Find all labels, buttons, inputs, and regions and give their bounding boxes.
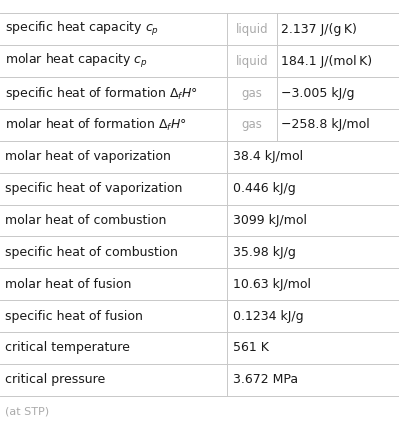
Text: gas: gas bbox=[242, 118, 263, 131]
Text: liquid: liquid bbox=[236, 23, 269, 36]
Text: 3099 kJ/mol: 3099 kJ/mol bbox=[233, 214, 307, 227]
Text: 184.1 J/(mol K): 184.1 J/(mol K) bbox=[281, 55, 372, 68]
Text: molar heat of vaporization: molar heat of vaporization bbox=[5, 150, 171, 163]
Text: −258.8 kJ/mol: −258.8 kJ/mol bbox=[281, 118, 370, 131]
Text: molar heat of formation $\Delta_f H$°: molar heat of formation $\Delta_f H$° bbox=[5, 117, 187, 133]
Text: gas: gas bbox=[242, 87, 263, 100]
Text: 0.446 kJ/g: 0.446 kJ/g bbox=[233, 182, 296, 195]
Text: (at STP): (at STP) bbox=[5, 406, 49, 416]
Text: specific heat of fusion: specific heat of fusion bbox=[5, 309, 143, 322]
Text: molar heat capacity $c_p$: molar heat capacity $c_p$ bbox=[5, 52, 148, 70]
Text: critical pressure: critical pressure bbox=[5, 373, 105, 386]
Text: specific heat of combustion: specific heat of combustion bbox=[5, 246, 178, 259]
Text: 10.63 kJ/mol: 10.63 kJ/mol bbox=[233, 278, 311, 291]
Text: 0.1234 kJ/g: 0.1234 kJ/g bbox=[233, 309, 304, 322]
Text: molar heat of fusion: molar heat of fusion bbox=[5, 278, 131, 291]
Text: −3.005 kJ/g: −3.005 kJ/g bbox=[281, 87, 355, 100]
Text: specific heat of formation $\Delta_f H$°: specific heat of formation $\Delta_f H$° bbox=[5, 85, 198, 101]
Text: 35.98 kJ/g: 35.98 kJ/g bbox=[233, 246, 296, 259]
Text: critical temperature: critical temperature bbox=[5, 341, 130, 354]
Text: 38.4 kJ/mol: 38.4 kJ/mol bbox=[233, 150, 304, 163]
Text: liquid: liquid bbox=[236, 55, 269, 68]
Text: 561 K: 561 K bbox=[233, 341, 269, 354]
Text: specific heat of vaporization: specific heat of vaporization bbox=[5, 182, 182, 195]
Text: molar heat of combustion: molar heat of combustion bbox=[5, 214, 166, 227]
Text: 2.137 J/(g K): 2.137 J/(g K) bbox=[281, 23, 357, 36]
Text: specific heat capacity $c_p$: specific heat capacity $c_p$ bbox=[5, 20, 159, 38]
Text: 3.672 MPa: 3.672 MPa bbox=[233, 373, 298, 386]
